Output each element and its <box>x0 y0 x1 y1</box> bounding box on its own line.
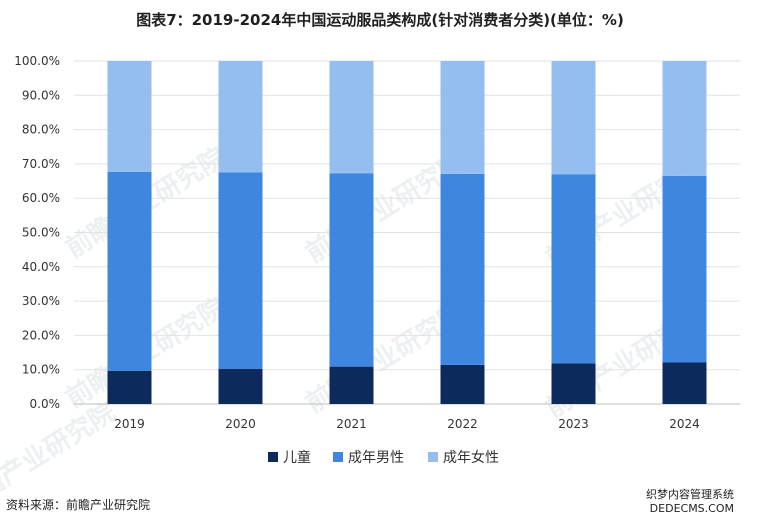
bar-segment <box>218 369 263 404</box>
y-tick-label: 70.0% <box>22 157 60 171</box>
x-tick-label: 2021 <box>336 417 367 431</box>
source-note: 资料来源：前瞻产业研究院 <box>6 498 151 512</box>
legend-swatch <box>428 452 438 462</box>
corner-watermark-line1: 织梦内容管理系统 <box>646 488 734 501</box>
y-tick-label: 90.0% <box>22 88 60 102</box>
corner-watermark-line2: DEDECMS.COM <box>649 502 734 515</box>
legend-swatch <box>333 452 343 462</box>
x-tick-label: 2019 <box>114 417 145 431</box>
legend-label: 儿童 <box>283 449 311 466</box>
y-tick-label: 100.0% <box>14 54 60 68</box>
x-tick-label: 2024 <box>669 417 700 431</box>
x-tick-label: 2023 <box>558 417 589 431</box>
bars <box>107 61 707 404</box>
y-tick-label: 20.0% <box>22 328 60 342</box>
bar-segment <box>218 61 263 173</box>
y-tick-label: 0.0% <box>30 397 61 411</box>
y-tick-label: 10.0% <box>22 363 60 377</box>
bar-segment <box>662 61 707 176</box>
bar-segment <box>107 61 152 172</box>
bar-segment <box>551 174 596 364</box>
y-tick-label: 60.0% <box>22 191 60 205</box>
legend-label: 成年女性 <box>443 449 499 466</box>
legend-swatch <box>268 452 278 462</box>
bar-segment <box>551 363 596 404</box>
chart-title: 图表7：2019-2024年中国运动服品类构成(针对消费者分类)(单位：%) <box>136 11 624 29</box>
x-tick-label: 2022 <box>447 417 478 431</box>
x-axis: 2019 2020 2021 2022 2023 2024 <box>114 417 700 431</box>
y-tick-label: 80.0% <box>22 123 60 137</box>
bar-segment <box>329 173 374 367</box>
bar-segment <box>440 61 485 174</box>
x-tick-label: 2020 <box>225 417 256 431</box>
gridlines <box>74 60 740 405</box>
y-tick-label: 50.0% <box>22 226 60 240</box>
legend: 儿童 成年男性 成年女性 <box>268 449 499 466</box>
y-tick-label: 30.0% <box>22 294 60 308</box>
y-axis: 0.0% 10.0% 20.0% 30.0% 40.0% 50.0% 60.0% 70.0% 8… <box>14 54 60 411</box>
bar-segment <box>662 175 707 363</box>
bar-segment <box>440 364 485 404</box>
bar-segment <box>440 173 485 365</box>
corner-watermark: 织梦内容管理系统 DEDECMS.COM <box>646 488 734 516</box>
bar-segment <box>662 362 707 404</box>
bar-segment <box>329 61 374 174</box>
bar-segment <box>551 61 596 175</box>
y-tick-label: 40.0% <box>22 260 60 274</box>
bar-segment <box>329 366 374 404</box>
bar-segment <box>107 171 152 371</box>
legend-label: 成年男性 <box>348 450 404 466</box>
bar-segment <box>107 370 152 404</box>
bar-segment <box>218 172 263 370</box>
